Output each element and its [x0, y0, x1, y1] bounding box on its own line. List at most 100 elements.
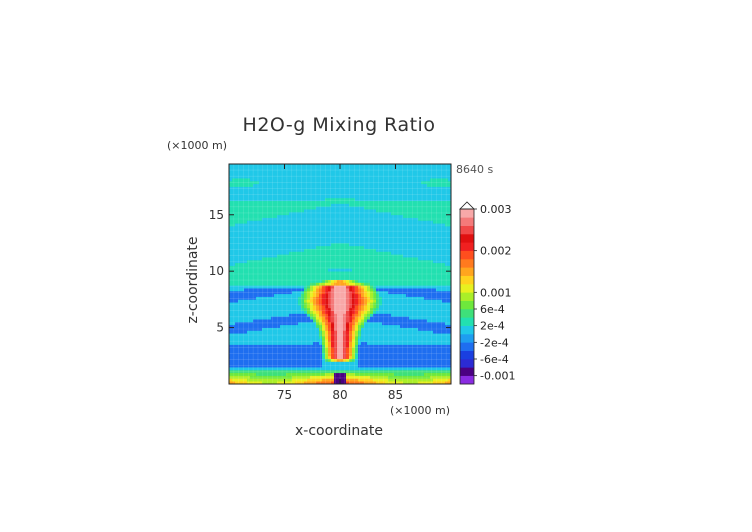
heatmap-cell — [295, 361, 299, 365]
heatmap-cell — [292, 251, 296, 255]
heatmap-cell — [265, 327, 269, 331]
heatmap-cell — [241, 262, 245, 266]
heatmap-cell — [394, 296, 398, 300]
heatmap-cell — [358, 375, 362, 379]
heatmap-cell — [364, 290, 368, 295]
heatmap-cell — [409, 276, 413, 280]
heatmap-cell — [238, 282, 242, 286]
heatmap-cell — [301, 180, 305, 185]
heatmap-cell — [229, 333, 233, 337]
heatmap-cell — [229, 279, 233, 283]
heatmap-cell — [316, 336, 320, 340]
heatmap-cell — [304, 206, 308, 210]
heatmap-cell — [250, 234, 254, 238]
heatmap-cell — [316, 271, 320, 275]
heatmap-cell — [325, 358, 329, 362]
heatmap-cell — [286, 234, 290, 238]
heatmap-cell — [232, 338, 236, 343]
heatmap-cell — [262, 302, 266, 306]
heatmap-cell — [328, 347, 332, 351]
heatmap-cell — [232, 217, 236, 221]
heatmap-cell — [337, 164, 341, 168]
heatmap-cell — [406, 195, 410, 199]
heatmap-cell — [322, 257, 326, 261]
heatmap-cell — [289, 324, 293, 328]
heatmap-cell — [256, 341, 260, 345]
heatmap-cell — [289, 268, 293, 272]
heatmap-cell — [280, 330, 284, 334]
heatmap-cell — [346, 262, 350, 266]
heatmap-cell — [325, 290, 329, 295]
heatmap-cell — [358, 206, 362, 210]
heatmap-cell — [280, 175, 284, 179]
heatmap-cell — [337, 330, 341, 334]
heatmap-cell — [262, 248, 266, 252]
heatmap-cell — [397, 228, 401, 233]
heatmap-cell — [352, 361, 356, 365]
heatmap-cell — [418, 203, 422, 207]
heatmap-cell — [253, 341, 257, 345]
heatmap-cell — [319, 209, 323, 213]
heatmap-cell — [403, 192, 407, 196]
heatmap-cell — [376, 310, 380, 314]
heatmap-cell — [256, 268, 260, 272]
heatmap-cell — [376, 189, 380, 193]
heatmap-cell — [358, 237, 362, 241]
heatmap-cell — [412, 319, 416, 323]
heatmap-cell — [304, 183, 308, 187]
heatmap-cell — [262, 172, 266, 176]
heatmap-cell — [406, 175, 410, 179]
heatmap-cell — [367, 282, 371, 286]
heatmap-cell — [238, 183, 242, 187]
heatmap-cell — [376, 350, 380, 354]
heatmap-cell — [244, 169, 248, 173]
heatmap-cell — [259, 324, 263, 328]
heatmap-cell — [391, 169, 395, 173]
heatmap-cell — [406, 254, 410, 258]
heatmap-cell — [274, 259, 278, 264]
heatmap-cell — [316, 262, 320, 266]
heatmap-cell — [403, 240, 407, 244]
heatmap-cell — [406, 192, 410, 196]
heatmap-cell — [373, 307, 377, 312]
heatmap-cell — [235, 338, 239, 343]
heatmap-cell — [247, 195, 251, 199]
heatmap-cell — [361, 234, 365, 238]
heatmap-cell — [415, 352, 419, 357]
heatmap-cell — [316, 274, 320, 278]
heatmap-cell — [388, 228, 392, 233]
heatmap-cell — [271, 282, 275, 286]
heatmap-cell — [331, 223, 335, 227]
heatmap-cell — [400, 192, 404, 196]
heatmap-cell — [256, 195, 260, 199]
heatmap-cell — [241, 358, 245, 362]
heatmap-cell — [340, 183, 344, 187]
heatmap-cell — [304, 324, 308, 328]
heatmap-cell — [292, 296, 296, 300]
heatmap-cell — [364, 231, 368, 235]
heatmap-cell — [244, 257, 248, 261]
heatmap-cell — [313, 228, 317, 233]
heatmap-cell — [307, 336, 311, 340]
heatmap-cell — [280, 169, 284, 173]
heatmap-cell — [268, 175, 272, 179]
heatmap-cell — [235, 234, 239, 238]
heatmap-cell — [271, 367, 275, 371]
heatmap-cell — [289, 327, 293, 331]
heatmap-cell — [367, 195, 371, 199]
heatmap-cell — [361, 336, 365, 340]
heatmap-cell — [250, 381, 254, 384]
heatmap-cell — [367, 200, 371, 204]
heatmap-cell — [268, 293, 272, 297]
heatmap-cell — [400, 330, 404, 334]
heatmap-cell — [391, 336, 395, 340]
heatmap-cell — [325, 327, 329, 331]
heatmap-cell — [304, 378, 308, 382]
heatmap-cell — [358, 262, 362, 266]
heatmap-cell — [262, 361, 266, 365]
heatmap-cell — [289, 211, 293, 216]
heatmap-cell — [307, 282, 311, 286]
heatmap-cell — [370, 228, 374, 233]
heatmap-cell — [256, 358, 260, 362]
heatmap-cell — [391, 271, 395, 275]
